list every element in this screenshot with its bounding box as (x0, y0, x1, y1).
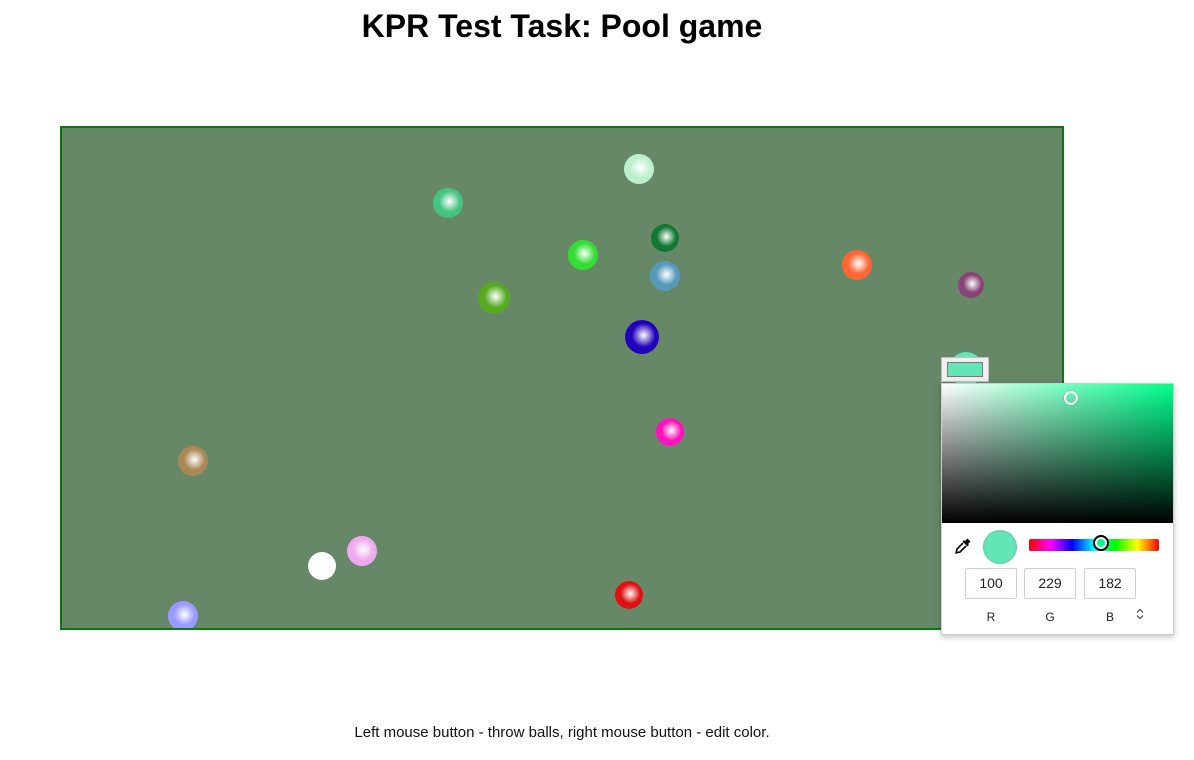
pool-table[interactable] (60, 126, 1064, 630)
color-swatch (947, 362, 983, 377)
ball[interactable] (168, 601, 198, 628)
hue-handle[interactable] (1093, 535, 1110, 551)
ball[interactable] (624, 154, 654, 184)
ball[interactable] (478, 282, 510, 314)
green-label: G (1045, 610, 1055, 624)
hue-slider[interactable] (1029, 535, 1159, 551)
instructions-text: Left mouse button - throw balls, right m… (354, 724, 770, 741)
ball[interactable] (625, 320, 659, 354)
ball[interactable] (615, 581, 643, 609)
color-picker-panel: 100 229 182 R G B (941, 383, 1174, 635)
green-input[interactable]: 229 (1024, 568, 1076, 599)
blue-label: B (1105, 610, 1114, 624)
updown-arrows-icon[interactable] (1133, 608, 1147, 624)
ball[interactable] (842, 250, 872, 280)
ball[interactable] (178, 446, 208, 476)
saturation-value-area[interactable] (942, 384, 1173, 523)
ball[interactable] (568, 240, 598, 270)
page-title: KPR Test Task: Pool game (361, 8, 763, 44)
ball[interactable] (958, 272, 984, 298)
ball[interactable] (433, 188, 463, 218)
color-preview (983, 530, 1017, 564)
ball[interactable] (656, 418, 684, 446)
ball[interactable] (651, 224, 679, 252)
ball[interactable] (347, 536, 377, 566)
saturation-value-handle[interactable] (1064, 390, 1079, 405)
blue-input[interactable]: 182 (1084, 568, 1136, 599)
eyedropper-icon[interactable] (954, 537, 972, 555)
ball[interactable] (308, 552, 336, 580)
color-swatch-button[interactable] (941, 357, 989, 382)
ball[interactable] (650, 261, 680, 291)
red-label: R (986, 610, 996, 624)
red-input[interactable]: 100 (965, 568, 1017, 599)
